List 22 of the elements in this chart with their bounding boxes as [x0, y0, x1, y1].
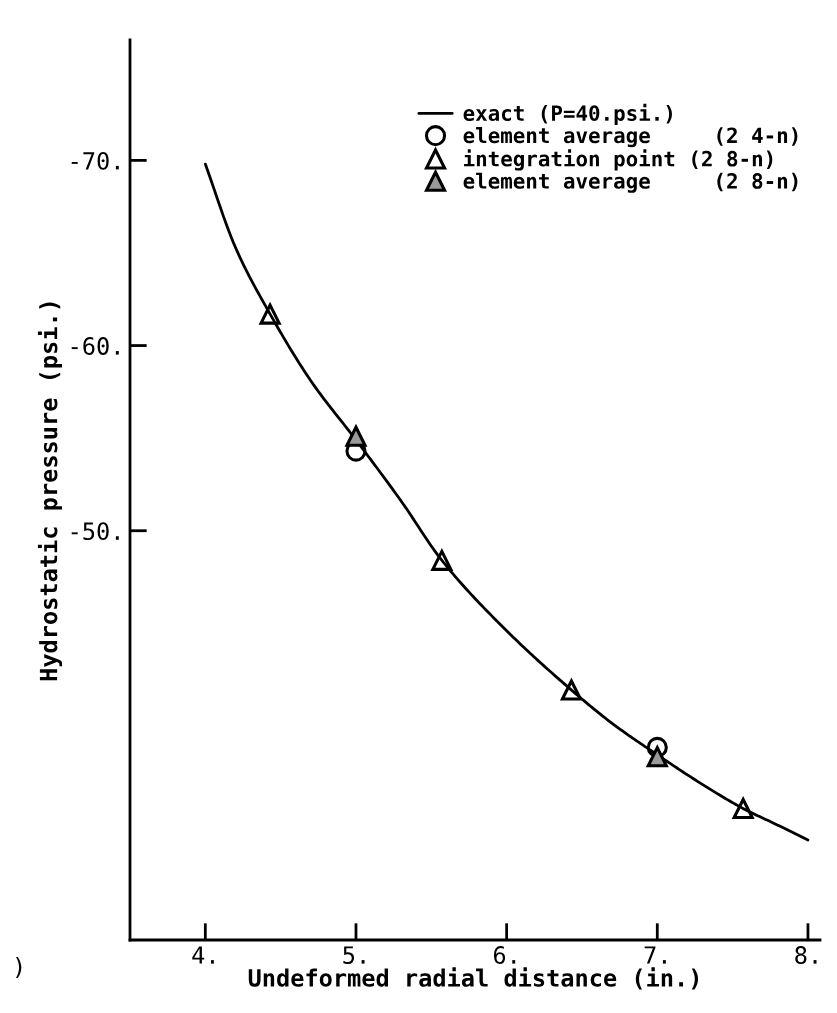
point — [646, 736, 668, 758]
point — [560, 679, 582, 701]
y-axis-title: Hydrostatic pressure (psi.) — [37, 302, 63, 681]
y-tick-label: -50. — [71, 522, 119, 541]
legend-label: exact (P=40.psi.) — [463, 103, 672, 126]
y-tick-label: -70. — [71, 151, 119, 170]
x-tick-label: 8. — [795, 946, 817, 964]
legend-label: integration point (2 8-n) — [464, 149, 773, 171]
text: ) — [16, 957, 22, 979]
point — [344, 423, 368, 447]
point — [646, 746, 668, 768]
point — [258, 301, 282, 325]
x-tick-label: 5. — [343, 946, 365, 964]
point — [732, 797, 754, 820]
point — [431, 549, 453, 571]
x-tick-label: 7. — [644, 946, 666, 964]
x-axis-title: Undeformed radial distance (in.) — [248, 967, 699, 990]
legend-label: element average (2 8-n) — [463, 172, 798, 193]
x-tick-label: 6. — [493, 946, 516, 964]
legend-label: element average (2 4-n) — [463, 127, 798, 148]
x-tick-label: 4. — [192, 946, 214, 964]
y-tick-label: -60. — [71, 337, 119, 355]
